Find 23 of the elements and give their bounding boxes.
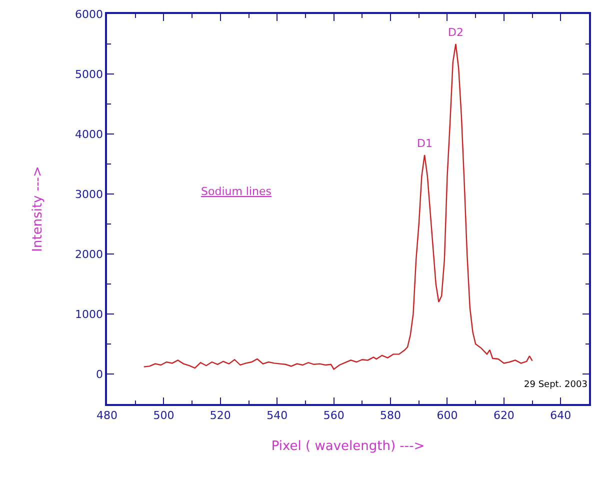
- annotation: Sodium lines: [201, 185, 272, 198]
- x-tick-label: 600: [436, 408, 458, 422]
- x-tick-label: 580: [380, 408, 402, 422]
- y-axis-title: Intensity --->: [30, 166, 46, 252]
- annotation: 29 Sept. 2003: [524, 380, 588, 390]
- y-tick-label: 4000: [75, 128, 104, 141]
- x-tick-label: 480: [96, 408, 118, 422]
- y-tick-label: 6000: [75, 8, 104, 21]
- y-tick-label: 0: [96, 368, 104, 381]
- y-tick-label: 5000: [75, 68, 104, 81]
- y-tick-label: 1000: [75, 308, 104, 321]
- y-tick-label: 2000: [75, 248, 104, 261]
- x-tick-label: 620: [493, 408, 514, 422]
- x-tick-label: 540: [266, 408, 288, 422]
- annotation: D1: [417, 137, 432, 150]
- annotation: D2: [448, 26, 464, 39]
- x-tick-label: 520: [210, 408, 231, 422]
- line-series: [143, 43, 533, 370]
- x-tick-label: 640: [550, 408, 572, 422]
- x-tick-label: 560: [323, 408, 344, 422]
- x-tick-label: 500: [153, 408, 174, 422]
- y-tick-label: 3000: [75, 188, 104, 201]
- x-axis-title: Pixel ( wavelength) --->: [271, 439, 425, 454]
